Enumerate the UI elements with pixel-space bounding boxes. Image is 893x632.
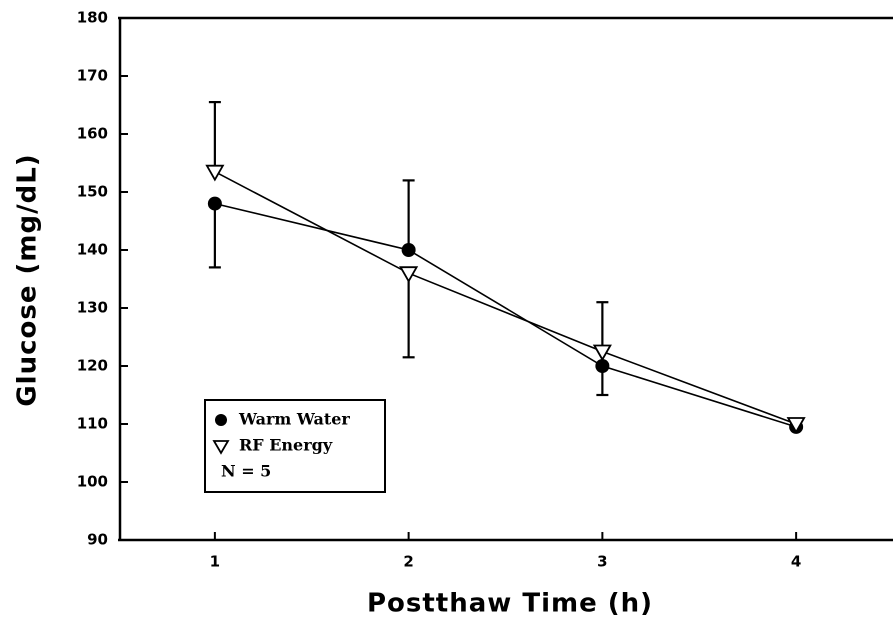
legend-marker <box>212 440 230 455</box>
y-tick-label: 120 <box>77 357 108 375</box>
y-tick-label: 170 <box>77 67 108 85</box>
y-tick-label: 110 <box>77 415 108 433</box>
y-tick-label: 150 <box>77 183 108 201</box>
series-line <box>214 202 797 428</box>
y-tick-label: 140 <box>77 241 108 259</box>
y-tick-label: 130 <box>77 299 108 317</box>
x-tick-label: 2 <box>403 553 413 571</box>
legend-marker <box>215 414 227 426</box>
y-tick-label: 160 <box>77 125 108 143</box>
legend-box <box>204 399 386 493</box>
x-tick-label: 3 <box>597 553 607 571</box>
y-tick-label: 180 <box>77 9 108 27</box>
legend-label: Warm Water <box>238 410 350 429</box>
data-point <box>205 164 225 182</box>
data-point <box>399 266 419 284</box>
data-point <box>207 196 222 211</box>
data-point <box>595 359 610 373</box>
y-tick-label: 90 <box>87 531 108 549</box>
x-tick-label: 1 <box>210 553 220 571</box>
legend-label: RF Energy <box>239 436 333 455</box>
y-tick-label: 100 <box>77 473 108 491</box>
data-point <box>786 417 806 434</box>
x-axis-title: Postthaw Time (h) <box>367 589 653 619</box>
data-point <box>401 243 416 257</box>
annotation: N = 5 <box>221 462 271 481</box>
data-point <box>592 344 612 362</box>
series-line <box>214 170 797 425</box>
y-axis-title: Glucose (mg/dL) <box>13 153 43 406</box>
x-tick-label: 4 <box>791 553 801 571</box>
